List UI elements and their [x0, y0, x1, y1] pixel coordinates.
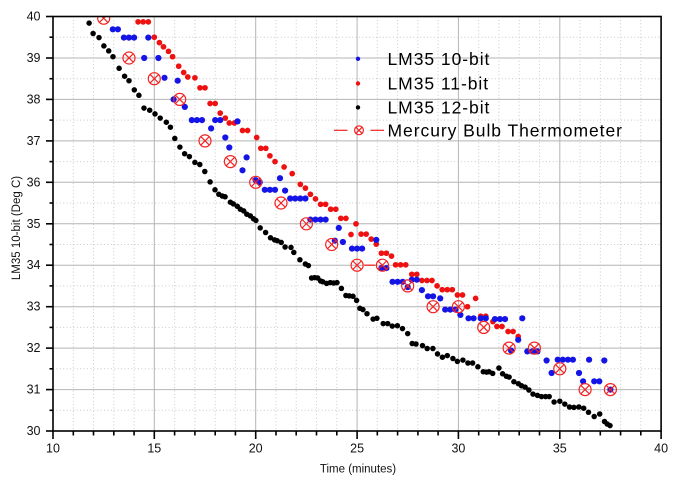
- svg-text:LM35 12-bit: LM35 12-bit: [388, 97, 491, 117]
- svg-text:37: 37: [27, 134, 41, 148]
- svg-text:10: 10: [46, 442, 60, 456]
- svg-text:25: 25: [350, 442, 364, 456]
- svg-text:35: 35: [27, 217, 41, 231]
- svg-text:32: 32: [27, 341, 41, 355]
- svg-text:34: 34: [27, 258, 41, 272]
- svg-text:LM35 10-bit (Deg C): LM35 10-bit (Deg C): [11, 176, 23, 280]
- svg-text:36: 36: [27, 175, 41, 189]
- svg-text:40: 40: [654, 442, 668, 456]
- svg-text:30: 30: [451, 442, 465, 456]
- svg-text:33: 33: [27, 300, 41, 314]
- svg-text:39: 39: [27, 51, 41, 65]
- svg-text:30: 30: [27, 424, 41, 438]
- svg-text:LM35 11-bit: LM35 11-bit: [388, 74, 490, 94]
- svg-text:15: 15: [147, 442, 161, 456]
- svg-text:Time (minutes): Time (minutes): [320, 464, 396, 476]
- svg-text:38: 38: [27, 92, 41, 106]
- svg-text:31: 31: [27, 383, 41, 397]
- svg-text:35: 35: [553, 442, 567, 456]
- svg-text:40: 40: [27, 10, 41, 24]
- svg-text:20: 20: [249, 442, 263, 456]
- svg-text:LM35 10-bit: LM35 10-bit: [388, 49, 491, 69]
- svg-text:Mercury Bulb Thermometer: Mercury Bulb Thermometer: [388, 120, 623, 140]
